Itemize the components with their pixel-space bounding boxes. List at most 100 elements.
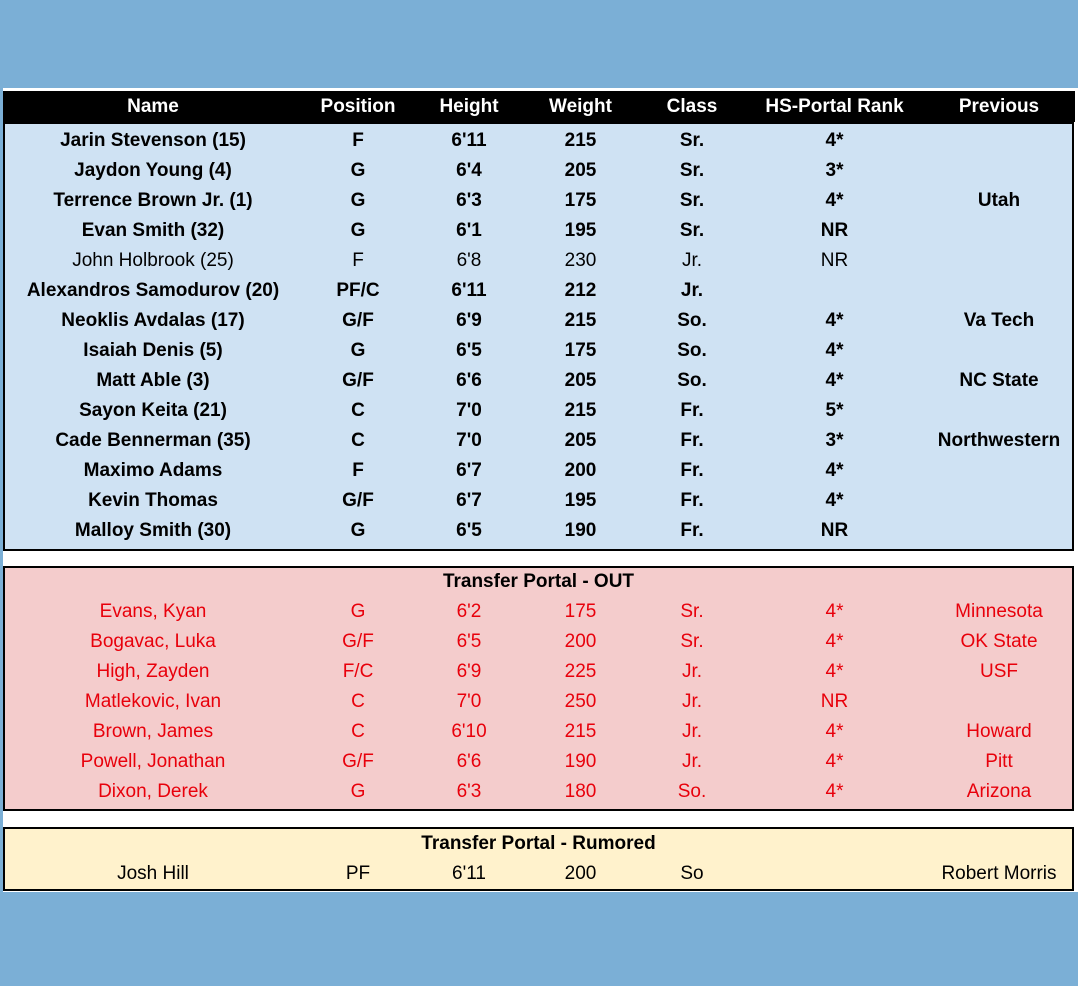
table-cell: So. bbox=[677, 781, 707, 802]
portal-rumored-section bbox=[3, 827, 1074, 891]
table-cell: Va Tech bbox=[963, 310, 1035, 331]
table-cell: F bbox=[352, 250, 364, 271]
table-cell: PF bbox=[345, 863, 371, 884]
table-cell: 175 bbox=[564, 340, 597, 361]
table-cell: Jr. bbox=[681, 751, 703, 772]
table-cell: NR bbox=[820, 250, 849, 271]
table-cell: 180 bbox=[564, 781, 597, 802]
table-cell: 4* bbox=[825, 631, 844, 652]
column-header: Position bbox=[320, 96, 396, 117]
table-cell: C bbox=[351, 691, 365, 712]
table-cell: 6'9 bbox=[456, 310, 482, 331]
table-cell: G bbox=[350, 190, 366, 211]
table-cell: 6'11 bbox=[451, 130, 487, 151]
table-cell: G/F bbox=[342, 310, 374, 331]
table-cell: Jaydon Young (4) bbox=[74, 160, 232, 181]
table-cell: Cade Bennerman (35) bbox=[55, 430, 251, 451]
table-cell: 6'3 bbox=[456, 781, 482, 802]
table-cell: 6'8 bbox=[456, 250, 482, 271]
table-cell: 7'0 bbox=[456, 430, 482, 451]
table-cell: Fr. bbox=[680, 430, 704, 451]
table-cell: 6'6 bbox=[456, 370, 482, 391]
table-cell: OK State bbox=[960, 631, 1038, 652]
table-cell: Pitt bbox=[985, 751, 1013, 772]
table-cell: 175 bbox=[564, 190, 597, 211]
table-cell: Jr. bbox=[681, 691, 703, 712]
table-cell: 205 bbox=[564, 370, 597, 391]
table-cell: 200 bbox=[564, 863, 597, 884]
table-cell: 195 bbox=[564, 490, 597, 511]
table-cell: G bbox=[350, 520, 366, 541]
table-cell: 190 bbox=[564, 751, 597, 772]
table-cell: 6'11 bbox=[451, 280, 487, 301]
table-cell: 225 bbox=[564, 661, 597, 682]
table-cell: NR bbox=[820, 691, 849, 712]
table-cell: 200 bbox=[564, 460, 597, 481]
table-cell: 4* bbox=[825, 751, 844, 772]
table-cell: Sr. bbox=[679, 130, 705, 151]
table-cell: 4* bbox=[825, 781, 844, 802]
table-cell: Powell, Jonathan bbox=[80, 751, 226, 772]
table-cell: C bbox=[351, 721, 365, 742]
column-header: Previous bbox=[958, 96, 1040, 117]
table-cell: NC State bbox=[959, 370, 1039, 391]
table-cell: Sr. bbox=[680, 601, 704, 622]
table-cell: Fr. bbox=[680, 400, 704, 421]
table-cell: 6'6 bbox=[456, 751, 482, 772]
column-header: Class bbox=[666, 96, 718, 117]
table-cell: G bbox=[350, 340, 366, 361]
table-cell: 7'0 bbox=[456, 400, 482, 421]
table-cell: Evan Smith (32) bbox=[81, 220, 225, 241]
table-cell: Bogavac, Luka bbox=[90, 631, 216, 652]
table-cell: Howard bbox=[966, 721, 1032, 742]
table-cell: 4* bbox=[825, 661, 844, 682]
table-cell: 6'4 bbox=[456, 160, 482, 181]
table-cell: PF/C bbox=[336, 280, 380, 301]
table-cell: 205 bbox=[564, 430, 597, 451]
table-cell: So. bbox=[677, 370, 707, 391]
column-header: Weight bbox=[549, 96, 612, 117]
table-cell: Utah bbox=[977, 190, 1021, 211]
table-cell: 7'0 bbox=[456, 691, 482, 712]
table-cell: So. bbox=[677, 310, 707, 331]
table-cell: 212 bbox=[564, 280, 597, 301]
table-cell: 6'7 bbox=[456, 490, 482, 511]
table-cell: NR bbox=[820, 520, 849, 541]
table-cell: F bbox=[352, 130, 364, 151]
table-cell: 4* bbox=[825, 340, 844, 361]
table-cell: G/F bbox=[342, 751, 374, 772]
table-cell: F bbox=[352, 460, 364, 481]
table-cell: John Holbrook (25) bbox=[72, 250, 234, 271]
table-cell: Malloy Smith (30) bbox=[74, 520, 232, 541]
table-cell: 6'2 bbox=[456, 601, 482, 622]
table-cell: Northwestern bbox=[937, 430, 1061, 451]
table-cell: G bbox=[350, 220, 366, 241]
table-cell: C bbox=[351, 400, 365, 421]
table-cell: 215 bbox=[564, 310, 597, 331]
table-cell: G bbox=[350, 160, 366, 181]
table-cell: Kevin Thomas bbox=[88, 490, 218, 511]
table-cell: 6'10 bbox=[451, 721, 487, 742]
table-cell: Sr. bbox=[679, 220, 705, 241]
roster-section bbox=[3, 122, 1074, 551]
table-cell: So bbox=[680, 863, 704, 884]
table-cell: 6'1 bbox=[456, 220, 482, 241]
table-cell: 6'5 bbox=[456, 340, 482, 361]
table-cell: So. bbox=[677, 340, 707, 361]
table-cell: 215 bbox=[564, 721, 597, 742]
table-cell: G/F bbox=[342, 631, 374, 652]
table-cell: Arizona bbox=[966, 781, 1032, 802]
table-cell: Jarin Stevenson (15) bbox=[60, 130, 246, 151]
table-cell: Evans, Kyan bbox=[99, 601, 207, 622]
column-header: HS-Portal Rank bbox=[765, 96, 904, 117]
table-cell: Fr. bbox=[680, 520, 704, 541]
table-cell: 5* bbox=[825, 400, 844, 421]
table-cell: 190 bbox=[564, 520, 597, 541]
table-cell: USF bbox=[980, 661, 1018, 682]
table-cell: 4* bbox=[825, 310, 844, 331]
table-cell: Sayon Keita (21) bbox=[79, 400, 227, 421]
table-cell: Brown, James bbox=[92, 721, 214, 742]
table-cell: Jr. bbox=[681, 661, 703, 682]
portal-out-section bbox=[3, 566, 1074, 811]
table-cell: 4* bbox=[825, 721, 844, 742]
